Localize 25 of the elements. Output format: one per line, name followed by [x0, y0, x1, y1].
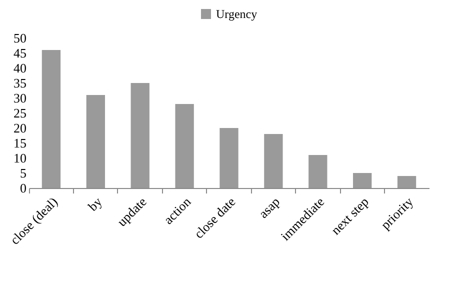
x-tick-label: asap: [256, 194, 283, 222]
y-tick-label: 10: [14, 150, 26, 166]
y-tick-label: 20: [14, 120, 26, 136]
legend-label: Urgency: [216, 7, 258, 21]
x-tick-label: next step: [328, 194, 372, 238]
bar: [264, 134, 283, 188]
bar: [353, 173, 372, 188]
y-tick-label: 5: [20, 166, 26, 180]
y-tick-label: 35: [14, 76, 26, 90]
bar: [397, 176, 416, 188]
x-tick-label: by: [85, 194, 106, 214]
y-tick-label: 25: [14, 106, 26, 120]
bar: [220, 128, 238, 188]
y-tick-label: 45: [14, 46, 26, 60]
x-tick-label: close date: [191, 194, 238, 242]
y-tick-label: 50: [14, 30, 26, 46]
bar: [175, 104, 194, 188]
y-tick-label: 0: [20, 180, 26, 196]
bar: [86, 95, 105, 188]
y-tick-label: 30: [14, 90, 26, 106]
y-tick-label: 40: [14, 60, 26, 76]
bar: [308, 155, 328, 188]
bar: [42, 50, 61, 188]
y-tick-label: 15: [14, 136, 26, 150]
bar: [130, 83, 150, 188]
